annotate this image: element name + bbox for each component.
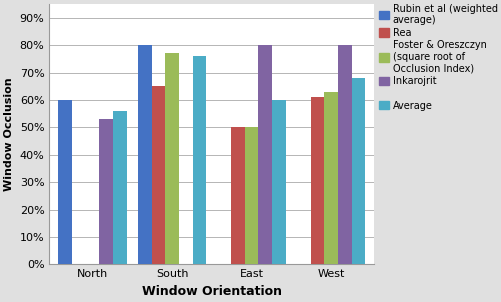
Bar xyxy=(138,45,151,265)
Bar xyxy=(230,127,244,265)
X-axis label: Window Orientation: Window Orientation xyxy=(142,285,281,298)
Bar xyxy=(58,100,72,265)
Bar xyxy=(351,78,365,265)
Bar xyxy=(244,127,258,265)
Y-axis label: Window Occlusion: Window Occlusion xyxy=(4,78,14,191)
Bar xyxy=(99,119,113,265)
Bar xyxy=(337,45,351,265)
Bar xyxy=(151,86,165,265)
Bar xyxy=(272,100,285,265)
Bar xyxy=(310,97,324,265)
Bar xyxy=(258,45,272,265)
Bar xyxy=(324,92,337,265)
Legend: Rubin et al (weighted
average), Rea, Foster & Oreszczyn
(square root of
Occlusio: Rubin et al (weighted average), Rea, Fos… xyxy=(378,4,497,111)
Bar xyxy=(192,56,206,265)
Bar xyxy=(113,111,126,265)
Bar xyxy=(165,53,178,265)
